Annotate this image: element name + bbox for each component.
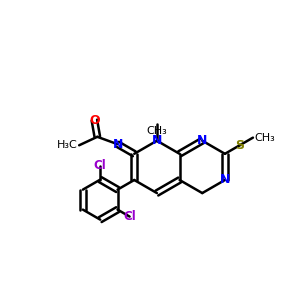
Text: N: N (112, 138, 123, 151)
Text: N: N (197, 134, 207, 147)
Text: Cl: Cl (94, 159, 106, 172)
Text: Cl: Cl (123, 210, 136, 223)
Text: H₃C: H₃C (57, 140, 78, 150)
Text: CH₃: CH₃ (254, 133, 275, 142)
Text: N: N (220, 173, 230, 187)
Text: O: O (89, 114, 100, 127)
Text: S: S (235, 139, 244, 152)
Text: N: N (152, 134, 162, 147)
Text: CH₃: CH₃ (146, 126, 167, 136)
